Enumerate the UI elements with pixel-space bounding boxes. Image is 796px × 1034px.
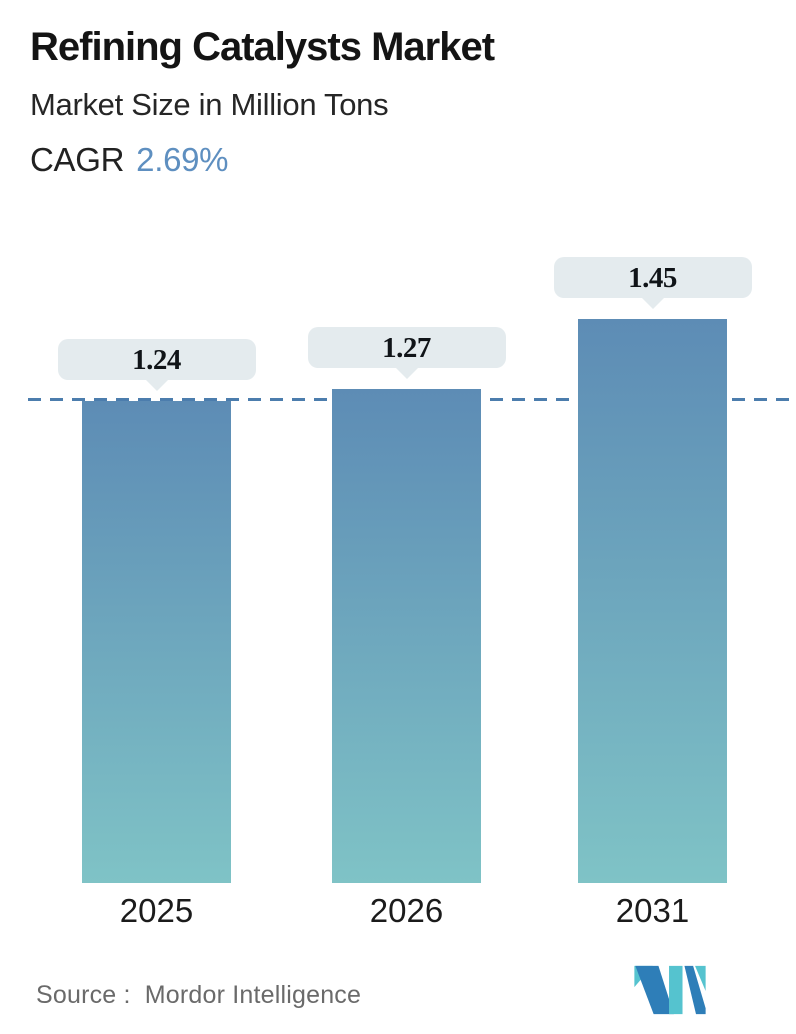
bar-2026 [332,389,481,883]
source-value: Mordor Intelligence [144,981,362,1009]
logo-blue-diagonal-right [684,965,706,1015]
value-label: 1.24 [132,344,181,376]
chart-header: Refining Catalysts Market Market Size in… [30,24,776,180]
logo-blue-diagonal-left [635,965,674,1015]
source-line: Source : Mordor Intelligence [36,981,361,1010]
cagr-label: CAGR [30,141,125,179]
value-label: 1.45 [628,262,677,294]
value-bubble-2026: 1.27 [307,327,506,379]
value-label: 1.27 [382,332,431,364]
page-title: Refining Catalysts Market [30,25,495,69]
value-bubble-2025: 1.24 [57,339,256,391]
x-axis-label-2026: 2026 [369,892,444,929]
x-axis-label-2025: 2025 [119,892,194,929]
bubble-tail [640,297,665,309]
cagr-value: 2.69% [136,141,229,179]
logo-teal-bar [669,965,683,1015]
x-axis-label-2031: 2031 [615,892,690,929]
source-label: Source : [36,981,131,1009]
mordor-intelligence-logo [634,965,706,1015]
bar-2031 [578,319,727,883]
cagr-row: CAGR 2.69% [30,140,776,180]
chart-subtitle: Market Size in Million Tons [30,87,389,122]
bar-2025 [82,401,231,883]
bubble-tail [394,367,419,379]
value-bubble-2031: 1.45 [553,257,752,309]
bubble-tail [144,379,169,391]
